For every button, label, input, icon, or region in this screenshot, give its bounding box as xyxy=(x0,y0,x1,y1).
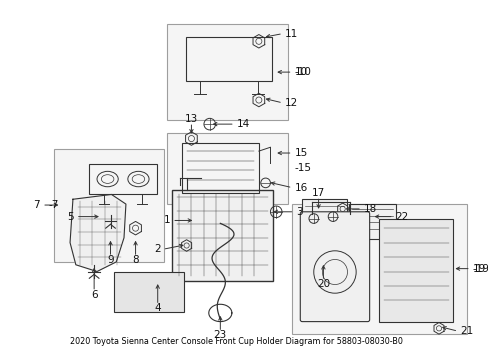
Bar xyxy=(291,204,466,334)
Text: 22: 22 xyxy=(395,212,408,222)
Bar xyxy=(172,190,273,281)
Bar xyxy=(185,37,272,81)
Text: 13: 13 xyxy=(184,114,198,124)
Text: 16: 16 xyxy=(294,183,307,193)
Bar xyxy=(54,149,164,262)
Text: 21: 21 xyxy=(459,326,472,336)
Text: 17: 17 xyxy=(311,188,325,198)
Bar xyxy=(114,271,183,312)
Text: -19: -19 xyxy=(472,264,488,274)
Polygon shape xyxy=(70,194,126,271)
Text: -7: -7 xyxy=(49,200,59,210)
Text: 4: 4 xyxy=(154,303,161,313)
Text: 3: 3 xyxy=(296,207,303,217)
Text: 15: 15 xyxy=(294,148,307,158)
Text: 8: 8 xyxy=(132,255,139,265)
FancyBboxPatch shape xyxy=(300,212,369,321)
Bar xyxy=(167,133,287,204)
Text: -10: -10 xyxy=(294,67,311,77)
Text: 23: 23 xyxy=(213,330,226,340)
Text: 2020 Toyota Sienna Center Console Front Cup Holder Diagram for 58803-08030-B0: 2020 Toyota Sienna Center Console Front … xyxy=(70,337,402,346)
Text: 1: 1 xyxy=(163,215,170,225)
Text: 2: 2 xyxy=(154,244,160,255)
Bar xyxy=(182,143,258,193)
Text: 14: 14 xyxy=(236,119,249,129)
Bar xyxy=(379,219,452,321)
Text: 7: 7 xyxy=(34,200,40,210)
Bar xyxy=(349,204,395,239)
Text: -15: -15 xyxy=(294,163,311,174)
Text: 9: 9 xyxy=(107,255,114,265)
Text: 19: 19 xyxy=(472,264,485,274)
Text: 18: 18 xyxy=(363,204,376,214)
Text: 12: 12 xyxy=(285,98,298,108)
Text: 10: 10 xyxy=(294,67,307,77)
Bar xyxy=(167,24,287,120)
Bar xyxy=(302,199,346,236)
Text: 20: 20 xyxy=(316,279,329,289)
Text: 6: 6 xyxy=(91,290,97,300)
Text: 11: 11 xyxy=(285,28,298,39)
Bar xyxy=(89,164,157,194)
Text: 5: 5 xyxy=(67,212,74,222)
